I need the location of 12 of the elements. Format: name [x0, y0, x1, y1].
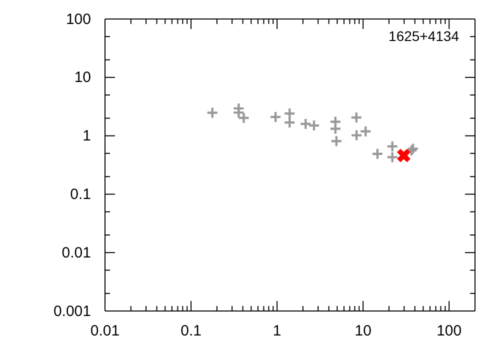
- y-tick-label: 0.1: [70, 186, 91, 203]
- y-tick-label: 1: [82, 128, 91, 145]
- y-tick-label: 0.01: [62, 244, 91, 262]
- y-tick-label: 100: [66, 10, 91, 28]
- y-tick-label: 0.001: [53, 302, 91, 320]
- x-tick-label: 100: [436, 322, 462, 340]
- x-tick-label: 1: [272, 322, 282, 340]
- annotation: 1625+4134: [388, 28, 460, 44]
- y-tick-label: 10: [74, 69, 91, 86]
- x-tick-label: 0.1: [180, 322, 202, 340]
- x-tick-label: 10: [354, 322, 372, 340]
- x-tick-label: 0.01: [90, 322, 120, 340]
